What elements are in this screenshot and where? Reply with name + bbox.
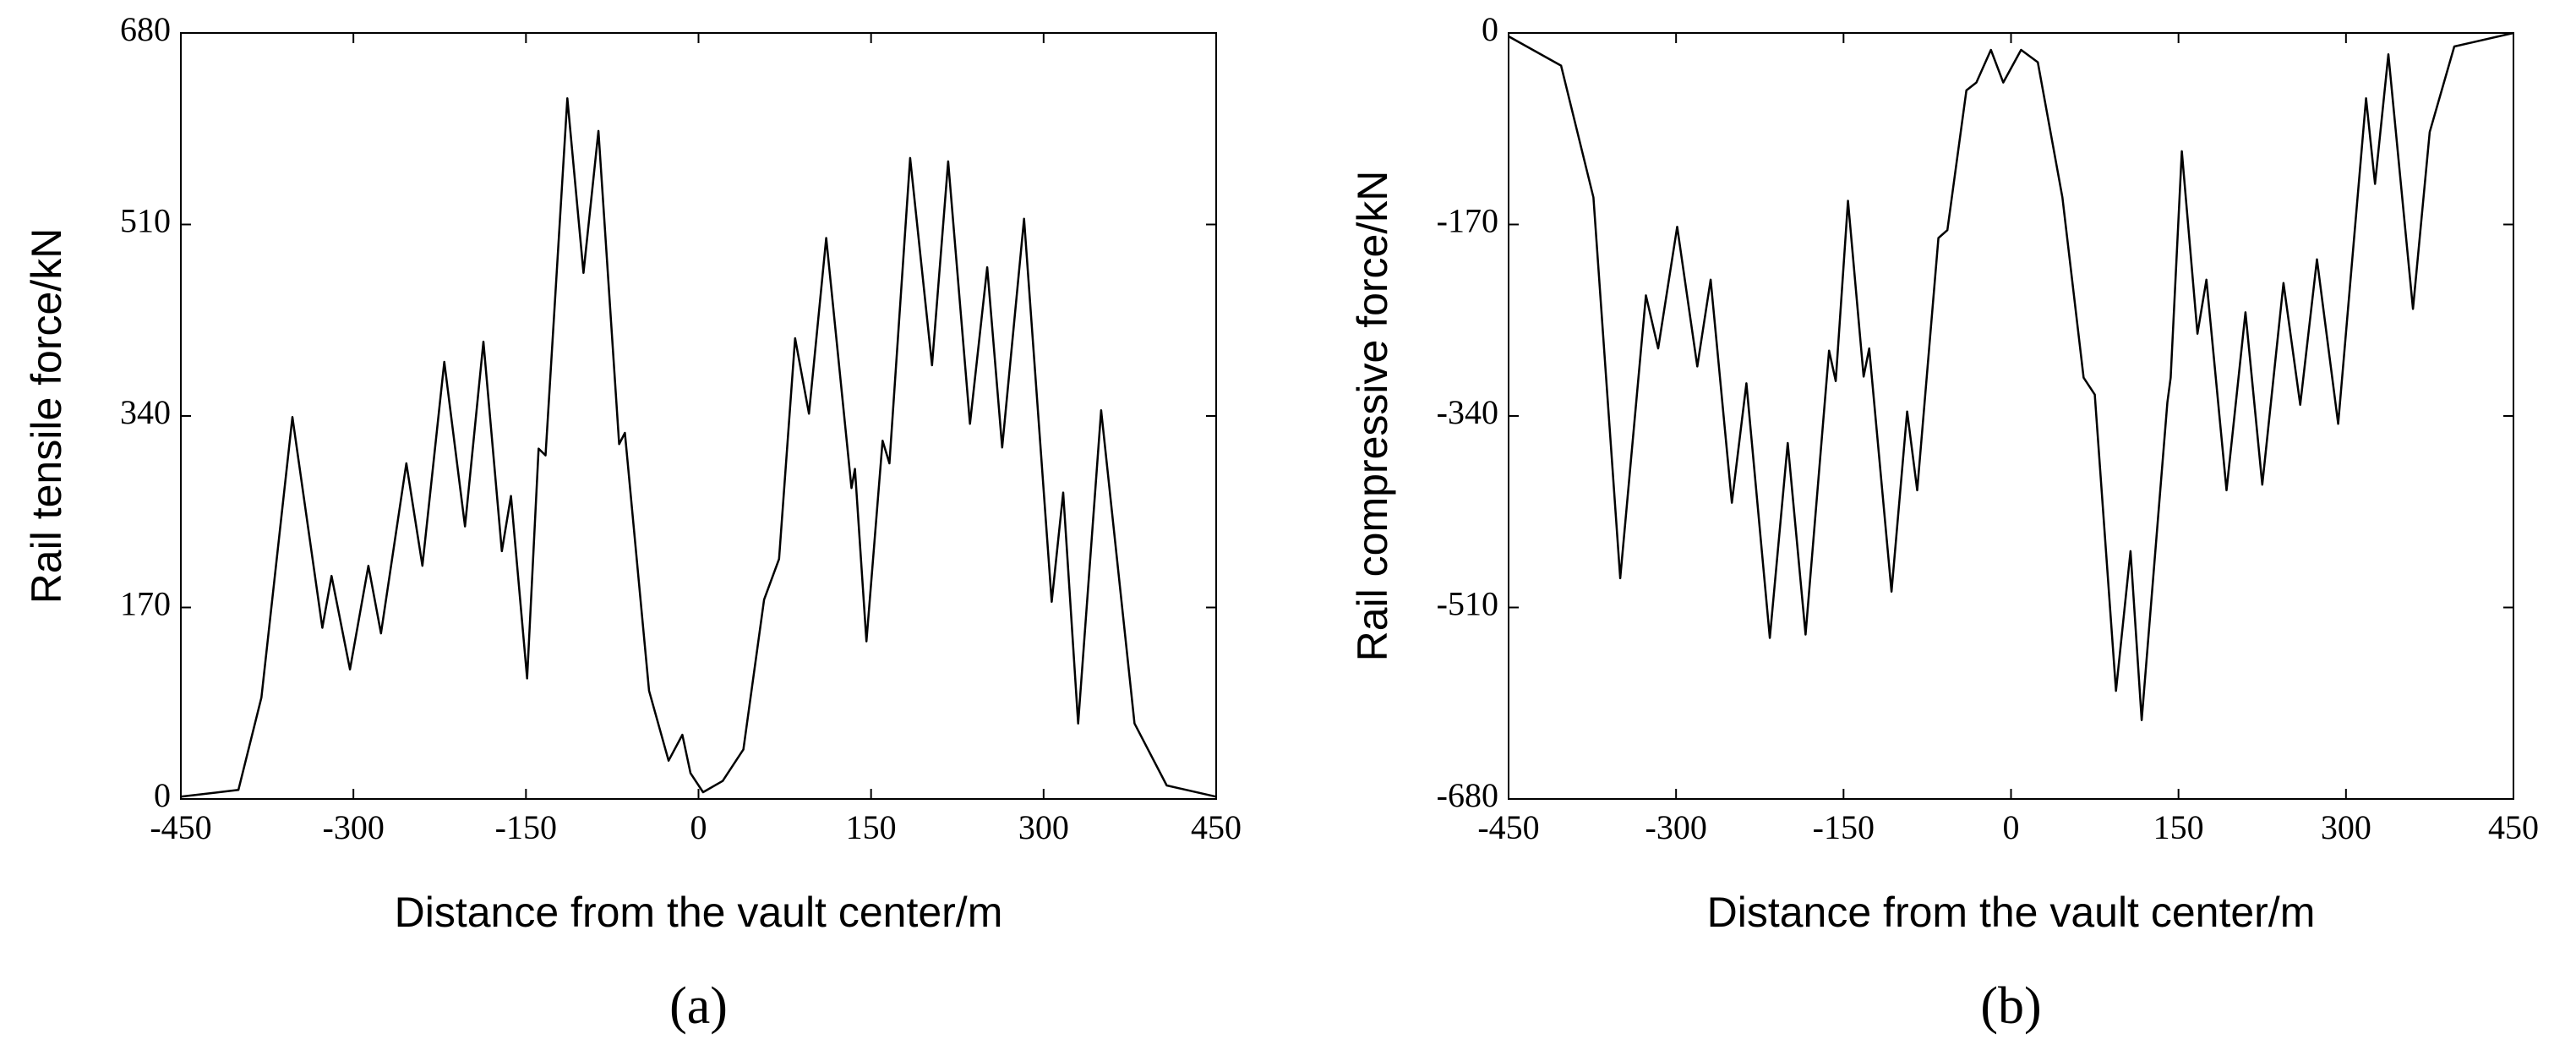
data-line <box>180 97 1217 798</box>
y-tick-label: -510 <box>1437 585 1498 623</box>
caption: (a) <box>669 977 728 1035</box>
x-tick-label: 0 <box>690 808 707 846</box>
x-tick-label: -450 <box>1477 808 1539 846</box>
y-tick-label: -680 <box>1437 776 1498 814</box>
y-tick-label: -170 <box>1437 202 1498 240</box>
x-tick-label: 150 <box>2153 808 2204 846</box>
y-tick-label: 340 <box>120 393 171 431</box>
y-tick-label: 0 <box>1482 10 1498 48</box>
y-tick-label: 170 <box>120 585 171 623</box>
x-tick-label: -150 <box>1813 808 1875 846</box>
x-tick-label: -300 <box>323 808 385 846</box>
x-tick-label: -300 <box>1645 808 1707 846</box>
y-tick-label: 510 <box>120 202 171 240</box>
y-axis-label: Rail tensile force/kN <box>23 228 70 605</box>
x-tick-label: 300 <box>2321 808 2371 846</box>
x-tick-label: 0 <box>2003 808 2020 846</box>
caption: (b) <box>1980 977 2041 1035</box>
x-tick-label: -150 <box>495 808 557 846</box>
plot-frame <box>180 32 1217 800</box>
x-tick-label: 300 <box>1018 808 1069 846</box>
x-axis-label: Distance from the vault center/m <box>1707 889 2316 936</box>
y-tick-label: 680 <box>120 10 171 48</box>
x-tick-label: 450 <box>1191 808 1242 846</box>
y-tick-label: 0 <box>154 776 171 814</box>
x-tick-label: 450 <box>2488 808 2539 846</box>
x-tick-label: -450 <box>150 808 211 846</box>
x-tick-label: 150 <box>846 808 897 846</box>
x-axis-label: Distance from the vault center/m <box>395 889 1003 936</box>
y-axis-label: Rail compressive force/kN <box>1349 171 1396 662</box>
y-tick-label: -340 <box>1437 393 1498 431</box>
data-line <box>1508 31 2514 721</box>
